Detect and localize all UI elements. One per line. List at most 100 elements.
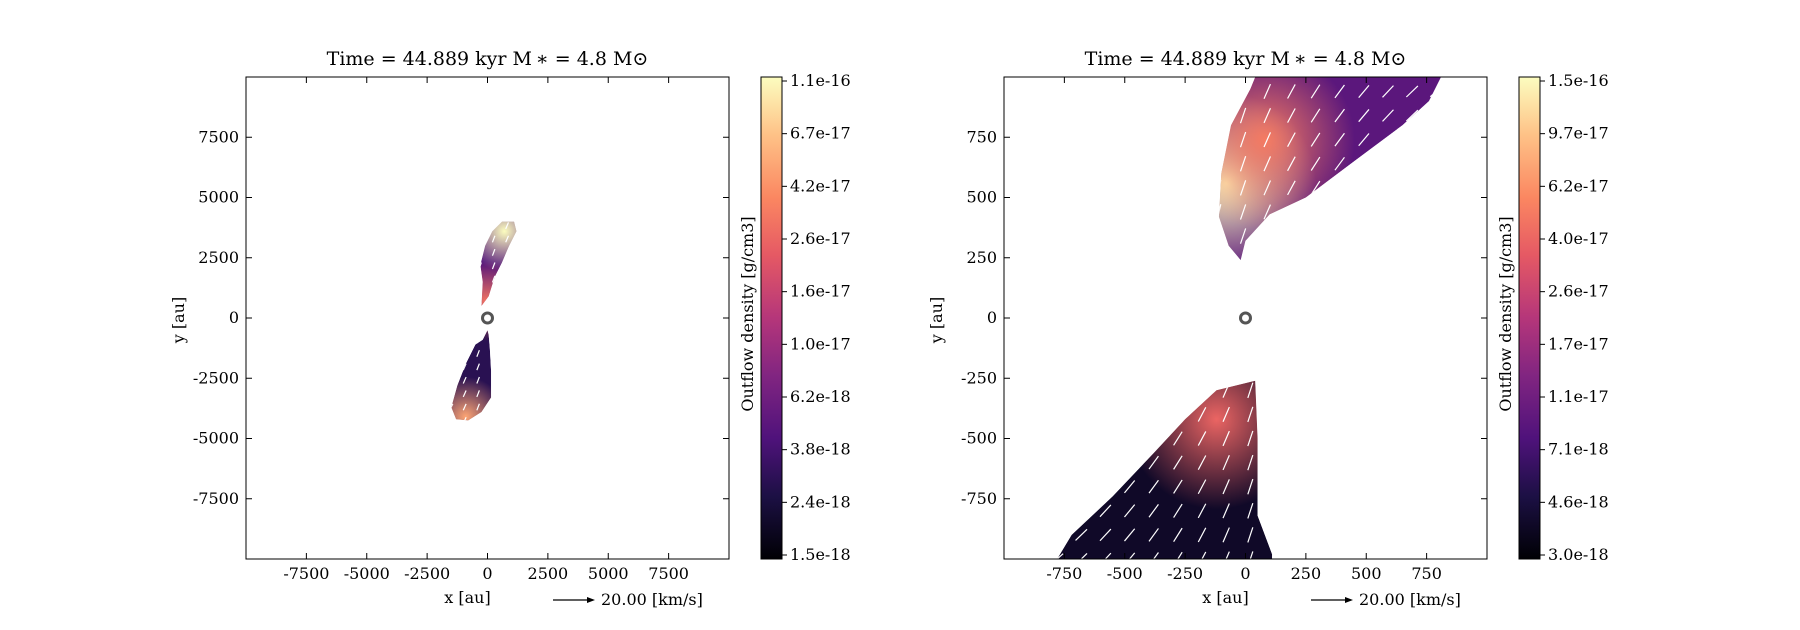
velocity-arrow <box>1124 456 1136 470</box>
velocity-arrow <box>1310 156 1321 171</box>
velocity-arrow <box>1429 206 1442 218</box>
velocity-arrow <box>1358 109 1370 123</box>
velocity-arrow <box>1099 504 1112 518</box>
velocity-arrow <box>505 262 510 270</box>
velocity-arrow <box>1057 553 1064 559</box>
velocity-arrow <box>1218 228 1222 244</box>
colorbar-tick-label: 2.6e-17 <box>1548 282 1609 301</box>
y-tick-label: 5000 <box>198 188 239 207</box>
velocity-arrow <box>1382 109 1394 122</box>
colorbar-label: Outflow density [g/cm3] <box>1496 216 1515 411</box>
velocity-arrow <box>451 403 454 411</box>
velocity-arrow <box>1429 182 1442 194</box>
quiver-key-label: 20.00 [km/s] <box>1359 590 1461 609</box>
chart-panel-1: -7500 -5000 -2500 0 2500 5000 7500 7500 5000 2500… <box>169 48 851 609</box>
colorbar-tick-label: 1.6e-17 <box>790 282 851 301</box>
velocity-arrow <box>1334 181 1345 195</box>
velocity-arrow <box>462 350 467 357</box>
velocity-arrow <box>451 363 454 371</box>
velocity-arrow <box>1222 503 1230 519</box>
velocity-arrow <box>1247 551 1254 559</box>
velocity-arrow <box>1247 503 1254 519</box>
x-tick-label: 0 <box>1240 564 1250 583</box>
y-tick-label: 0 <box>987 308 997 327</box>
colorbar-tick-label: 1.7e-17 <box>1548 334 1609 353</box>
y-tick-label: 750 <box>966 127 997 146</box>
velocity-arrow <box>1099 432 1112 445</box>
plot-area <box>1057 77 1442 559</box>
velocity-arrow <box>1247 454 1254 471</box>
x-axis-label: x [au] <box>1202 588 1248 607</box>
colorbar-tick-label: 6.2e-17 <box>1548 176 1609 195</box>
y-tick-label: -250 <box>961 368 997 387</box>
colorbar-tick-label: 1.1e-16 <box>790 71 851 90</box>
velocity-arrow <box>1334 205 1345 219</box>
velocity-arrow <box>491 275 496 283</box>
velocity-arrow <box>1099 408 1112 421</box>
velocity-arrow <box>1310 253 1321 261</box>
velocity-arrow <box>1099 480 1112 493</box>
y-tick-label: -500 <box>961 429 997 448</box>
velocity-arrow <box>1124 528 1136 542</box>
velocity-arrow <box>1197 479 1207 495</box>
x-tick-label: -250 <box>1167 564 1203 583</box>
velocity-arrow <box>1197 527 1207 543</box>
velocity-arrow <box>1287 132 1296 147</box>
velocity-arrow <box>1124 383 1136 397</box>
velocity-arrow <box>462 416 467 421</box>
velocity-arrow <box>1173 407 1183 422</box>
velocity-arrow <box>1197 382 1207 398</box>
velocity-arrow <box>1099 528 1112 542</box>
velocity-arrow <box>1075 504 1088 517</box>
velocity-arrow <box>462 390 467 398</box>
velocity-arrow <box>1263 252 1272 261</box>
velocity-arrow <box>480 289 482 297</box>
x-tick-label: 2500 <box>528 564 569 583</box>
velocity-arrow <box>1247 430 1254 447</box>
velocity-arrow <box>491 262 496 270</box>
y-tick-label: -5000 <box>193 429 239 448</box>
velocity-arrow <box>476 350 480 357</box>
velocity-arrow <box>1334 84 1345 99</box>
velocity-arrow <box>1382 85 1394 98</box>
velocity-arrow <box>1382 157 1394 170</box>
y-tick-label: 500 <box>966 188 997 207</box>
velocity-arrow <box>1405 109 1419 122</box>
velocity-arrow <box>1075 528 1088 541</box>
velocity-arrow <box>1222 406 1230 422</box>
velocity-arrow <box>1310 84 1321 99</box>
velocity-arrow <box>505 289 510 297</box>
velocity-arrow <box>1429 230 1442 242</box>
velocity-arrow <box>1263 132 1272 148</box>
x-tick-label: 7500 <box>648 564 689 583</box>
velocity-arrow <box>1358 229 1370 243</box>
hot-spot <box>480 221 517 272</box>
velocity-arrow <box>1099 552 1112 559</box>
velocity-arrow <box>505 235 510 243</box>
velocity-arrow <box>1197 455 1207 470</box>
velocity-arrow <box>1429 109 1442 122</box>
velocity-arrow <box>1358 253 1370 261</box>
velocity-arrow <box>1310 180 1321 195</box>
y-tick-label: 250 <box>966 248 997 267</box>
velocity-arrow <box>1287 180 1296 196</box>
velocity-arrow <box>1197 551 1207 559</box>
velocity-arrow <box>462 336 467 344</box>
velocity-arrow <box>1124 407 1136 421</box>
velocity-arrow <box>491 222 496 230</box>
velocity-arrow <box>480 275 482 283</box>
velocity-arrow <box>1057 529 1064 541</box>
x-tick-label: -5000 <box>344 564 390 583</box>
velocity-arrow <box>1218 252 1222 261</box>
velocity-arrow <box>1310 228 1321 244</box>
velocity-arrow <box>1057 408 1064 421</box>
velocity-arrow <box>1405 85 1419 98</box>
velocity-arrow <box>1124 552 1136 559</box>
velocity-arrow <box>1197 407 1207 422</box>
velocity-arrow <box>1358 157 1370 171</box>
velocity-arrow <box>1057 432 1064 445</box>
velocity-arrow <box>491 289 496 297</box>
velocity-arrow <box>451 336 454 344</box>
velocity-arrow <box>1173 479 1183 494</box>
velocity-arrow <box>1124 504 1136 518</box>
